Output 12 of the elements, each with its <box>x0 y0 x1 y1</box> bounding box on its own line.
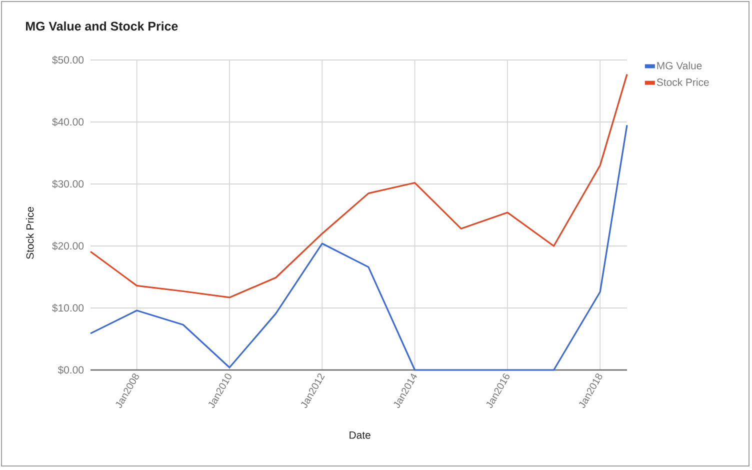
y-tick-label: $10.00 <box>52 304 84 312</box>
legend-label: MG Value <box>657 62 702 70</box>
y-tick-label: $20.00 <box>52 242 84 250</box>
x-axis-title: Date <box>350 431 370 439</box>
line-series <box>90 73 628 298</box>
y-tick-label: $50.00 <box>52 56 84 64</box>
y-tick-label: $30.00 <box>52 180 84 188</box>
y-tick-label: $40.00 <box>52 118 84 126</box>
y-tick-label: $0.00 <box>58 366 84 374</box>
y-axis-title: Stock Price <box>26 207 34 259</box>
legend-label: Stock Price <box>656 78 709 86</box>
chart-title: MG Value and Stock Price <box>26 21 178 31</box>
